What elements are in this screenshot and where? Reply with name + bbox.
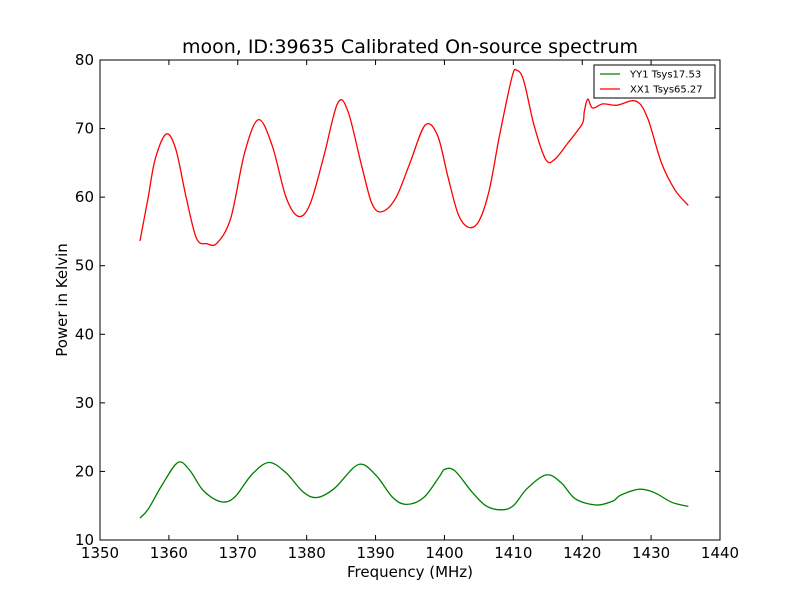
- x-tick-label: 1400: [425, 544, 463, 562]
- x-tick-label: 1410: [494, 544, 532, 562]
- legend-label-2: XX1 Tsys65.27: [630, 85, 703, 96]
- x-tick-label: 1440: [701, 544, 739, 562]
- y-tick-label: 70: [75, 120, 94, 138]
- x-tick-label: 1420: [563, 544, 601, 562]
- y-axis-label: Power in Kelvin: [53, 243, 71, 357]
- y-tick-label: 20: [75, 462, 94, 480]
- plot-background: [100, 60, 720, 540]
- legend-box: [593, 64, 716, 99]
- series-line-1: [139, 461, 689, 519]
- x-tick-label: 1370: [219, 544, 257, 562]
- y-tick-label: 60: [75, 188, 94, 206]
- x-tick-label: 1380: [288, 544, 326, 562]
- series-line-2: [139, 68, 689, 247]
- legend-label-1: YY1 Tsys17.53: [629, 70, 701, 81]
- legend: YY1 Tsys17.53 XX1 Tsys65.27: [593, 64, 716, 99]
- x-tick-label: 1390: [356, 544, 394, 562]
- y-tick-label: 30: [75, 394, 94, 412]
- x-axis-label: Frequency (MHz): [347, 563, 473, 581]
- y-tick-label: 10: [75, 531, 94, 549]
- x-axis: 1350 1360 1370 1380 1390 1400 1410 1420 1430 1440: [81, 60, 739, 562]
- y-tick-label: 50: [75, 257, 94, 275]
- y-tick-label: 80: [75, 51, 94, 69]
- x-tick-label: 1360: [150, 544, 188, 562]
- y-axis: 10 20 30 40 50 60 70 80: [75, 51, 720, 549]
- plot-area: [100, 60, 720, 540]
- plot-frame: [99, 59, 721, 541]
- x-tick-label: 1430: [632, 544, 670, 562]
- chart-title: moon, ID:39635 Calibrated On-source spec…: [182, 36, 638, 58]
- series-layer: [139, 68, 689, 519]
- x-tick-label: 1350: [81, 544, 119, 562]
- y-tick-label: 40: [75, 325, 94, 343]
